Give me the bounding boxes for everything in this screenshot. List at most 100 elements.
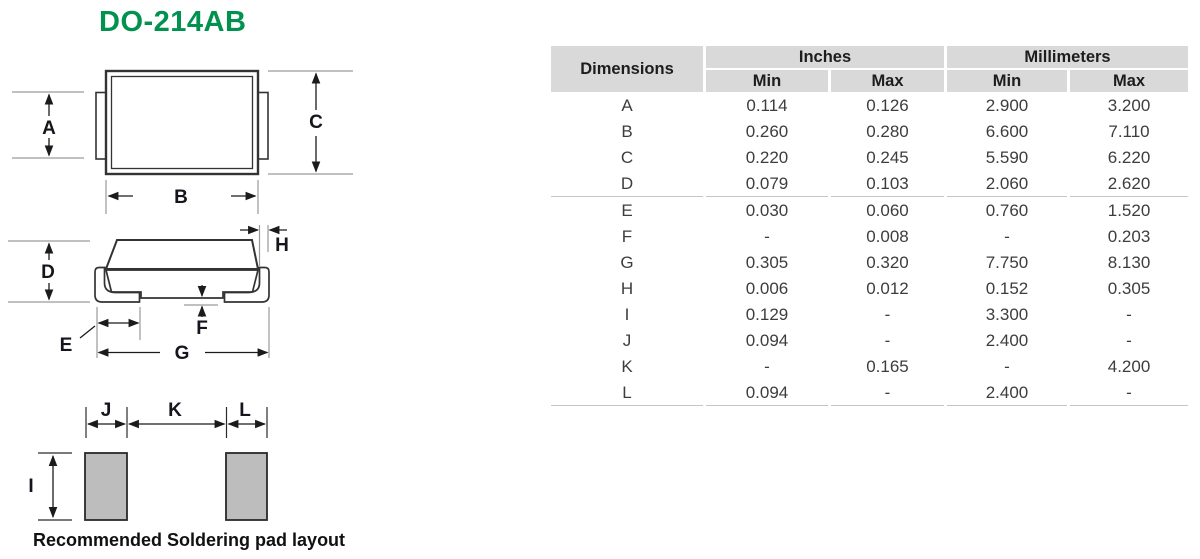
dimension-letter-cell: L: [551, 381, 703, 406]
dimension-letter-cell: D: [551, 172, 703, 197]
side-view: D H F E G: [8, 225, 289, 364]
value-cell: 0.079: [706, 172, 828, 197]
value-cell: 0.320: [831, 251, 944, 275]
value-cell: 2.400: [947, 381, 1067, 406]
value-cell: 0.030: [706, 199, 828, 223]
table-row: E 0.030 0.060 0.760 1.520: [551, 199, 1189, 223]
package-body-inner-outline: [110, 75, 254, 170]
table-row: L 0.094-2.400-: [551, 381, 1189, 406]
dim-label-f: F: [196, 318, 208, 339]
value-cell: -: [831, 381, 944, 406]
dim-label-l: L: [239, 400, 251, 421]
right-solder-pad: [225, 452, 268, 521]
dim-label-i: I: [28, 476, 33, 497]
value-cell: 3.200: [1070, 94, 1189, 118]
value-cell: 5.590: [947, 146, 1067, 170]
table-row: C 0.220 0.245 5.590 6.220: [551, 146, 1189, 170]
inches-max-header: Max: [831, 70, 944, 92]
value-cell: 0.203: [1070, 225, 1189, 249]
value-cell: -: [831, 303, 944, 327]
dimension-letter-cell: K: [551, 355, 703, 379]
table-row: D 0.079 0.103 2.060 2.620: [551, 172, 1189, 197]
dimension-letter-cell: C: [551, 146, 703, 170]
dimension-table-body: A 0.114 0.126 2.900 3.200 B 0.260 0.280 6.600 7.1…: [551, 94, 1189, 406]
table-row: K -0.165-4.200: [551, 355, 1189, 379]
value-cell: 7.750: [947, 251, 1067, 275]
pad-layout-caption: Recommended Soldering pad layout: [33, 530, 345, 550]
value-cell: 6.220: [1070, 146, 1189, 170]
dimension-table-header: Dimensions Inches Millimeters Min Max Mi…: [551, 46, 1189, 92]
page-title: DO-214AB: [99, 6, 247, 38]
table-row: H 0.006 0.012 0.152 0.305: [551, 277, 1189, 301]
value-cell: 0.280: [831, 120, 944, 144]
value-cell: 0.152: [947, 277, 1067, 301]
value-cell: -: [947, 355, 1067, 379]
dim-label-k: K: [168, 400, 182, 421]
dim-label-d: D: [41, 262, 55, 283]
dim-label-e: E: [60, 335, 73, 356]
dim-label-g: G: [175, 343, 190, 364]
value-cell: 0.060: [831, 199, 944, 223]
value-cell: 6.600: [947, 120, 1067, 144]
value-cell: -: [947, 225, 1067, 249]
left-solder-pad: [84, 452, 128, 521]
dim-label-h: H: [275, 235, 289, 256]
dim-label-b: B: [174, 187, 188, 208]
table-row: J 0.094-2.400-: [551, 329, 1189, 353]
value-cell: 2.060: [947, 172, 1067, 197]
value-cell: -: [831, 329, 944, 353]
mm-max-header: Max: [1070, 70, 1189, 92]
value-cell: 0.760: [947, 199, 1067, 223]
value-cell: 2.900: [947, 94, 1067, 118]
dim-label-c: C: [309, 112, 323, 133]
top-view: A C B: [12, 69, 353, 214]
value-cell: 0.094: [706, 381, 828, 406]
table-row: I 0.129-3.300-: [551, 303, 1189, 327]
dimensions-column-header: Dimensions: [551, 46, 703, 92]
table-row: G 0.305 0.320 7.750 8.130: [551, 251, 1189, 275]
value-cell: -: [706, 225, 828, 249]
value-cell: -: [1070, 303, 1189, 327]
leader-line: [79, 325, 96, 339]
value-cell: 0.126: [831, 94, 944, 118]
value-cell: 0.114: [706, 94, 828, 118]
right-lead: [223, 266, 270, 303]
dimension-letter-cell: F: [551, 225, 703, 249]
value-cell: -: [1070, 381, 1189, 406]
dim-label-a: A: [42, 118, 56, 139]
value-cell: 0.305: [1070, 277, 1189, 301]
value-cell: 0.220: [706, 146, 828, 170]
dim-label-j: J: [101, 400, 112, 421]
value-cell: 0.103: [831, 172, 944, 197]
value-cell: 2.620: [1070, 172, 1189, 197]
value-cell: 8.130: [1070, 251, 1189, 275]
dimension-letter-cell: B: [551, 120, 703, 144]
table-row: F -0.008-0.203: [551, 225, 1189, 249]
value-cell: 4.200: [1070, 355, 1189, 379]
dimension-table: Dimensions Inches Millimeters Min Max Mi…: [548, 44, 1191, 408]
table-row: B 0.260 0.280 6.600 7.110: [551, 120, 1189, 144]
value-cell: 0.129: [706, 303, 828, 327]
value-cell: 2.400: [947, 329, 1067, 353]
table-row: A 0.114 0.126 2.900 3.200: [551, 94, 1189, 118]
value-cell: 7.110: [1070, 120, 1189, 144]
dimension-letter-cell: H: [551, 277, 703, 301]
dimension-letter-cell: J: [551, 329, 703, 353]
value-cell: 0.006: [706, 277, 828, 301]
value-cell: 0.008: [831, 225, 944, 249]
left-lead: [94, 266, 141, 303]
value-cell: 3.300: [947, 303, 1067, 327]
mm-min-header: Min: [947, 70, 1067, 92]
inches-min-header: Min: [706, 70, 828, 92]
dimension-letter-cell: E: [551, 199, 703, 223]
package-diagram: A C B D: [8, 69, 353, 550]
pad-layout-view: J K L I Recommended Soldering pad layout: [28, 400, 345, 550]
value-cell: -: [1070, 329, 1189, 353]
body-top-profile: [104, 239, 260, 270]
value-cell: 0.260: [706, 120, 828, 144]
dimension-letter-cell: I: [551, 303, 703, 327]
value-cell: 0.094: [706, 329, 828, 353]
value-cell: 0.245: [831, 146, 944, 170]
millimeters-group-header: Millimeters: [947, 46, 1189, 68]
